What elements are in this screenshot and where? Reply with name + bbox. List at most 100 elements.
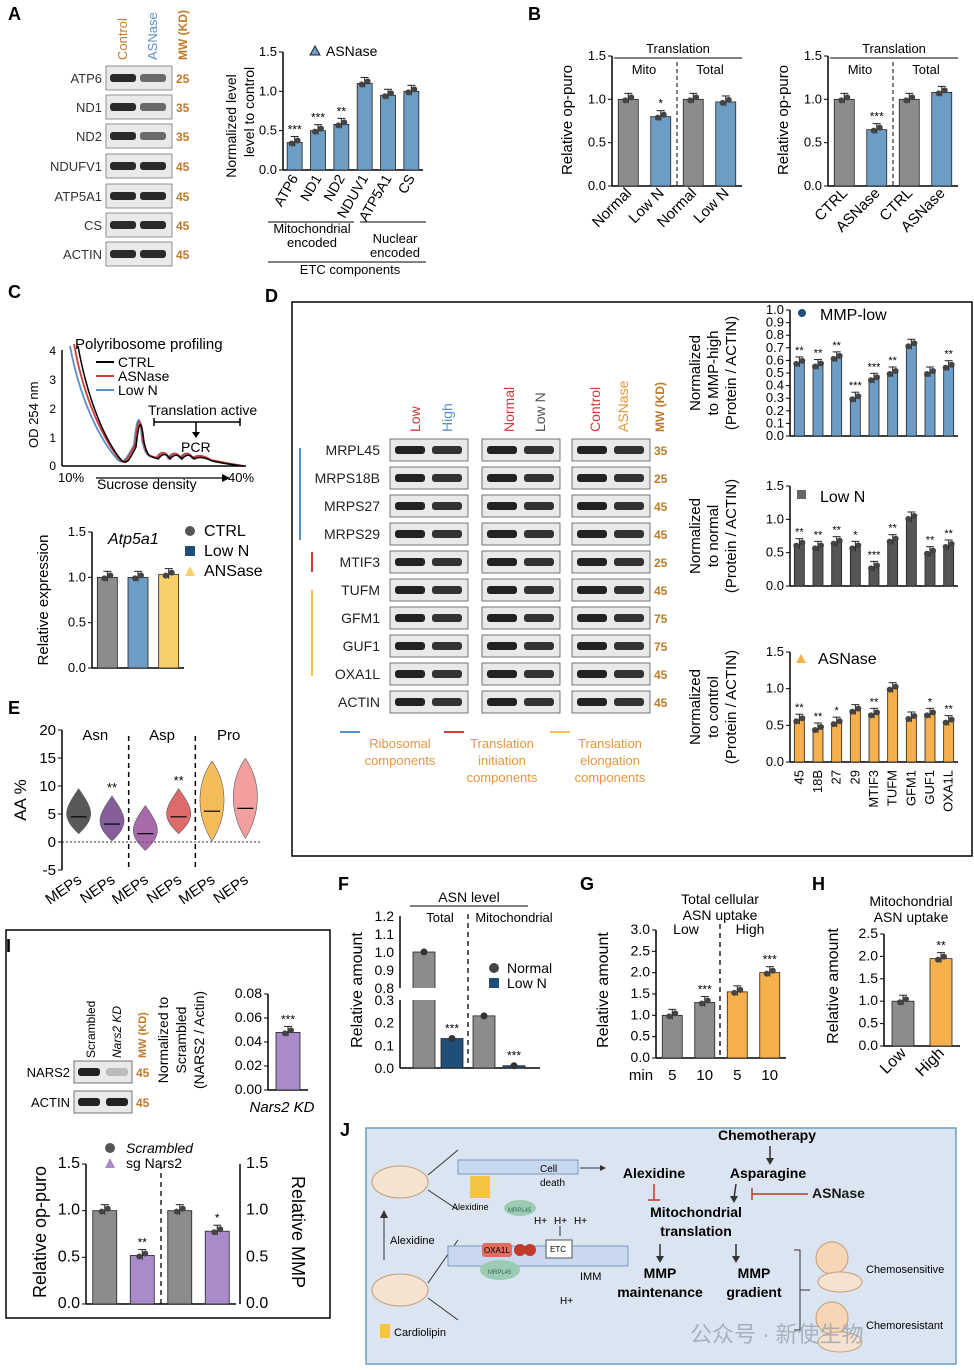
x-tick-label: GFM1 — [903, 770, 918, 806]
blot-band — [140, 250, 166, 258]
blot-band — [524, 614, 554, 622]
panel-label-h: H — [812, 874, 825, 894]
c2-legend: Low N — [204, 543, 249, 560]
band-label-nd1: ND1 — [76, 100, 102, 115]
y-tick-label: 0.5 — [58, 1248, 80, 1265]
b-sub-total: Total — [696, 62, 724, 77]
blot-band — [614, 698, 644, 706]
d-ylabel: to control — [705, 676, 722, 738]
blot-band — [577, 502, 607, 510]
significance-label: ** — [814, 347, 823, 359]
data-point — [924, 712, 930, 719]
legend-marker — [797, 490, 806, 499]
significance-label: ** — [814, 711, 823, 723]
a-group-mito-2: encoded — [287, 235, 337, 250]
bar — [694, 1002, 716, 1059]
data-point — [897, 999, 903, 1006]
panel-c-profile: 4 3 2 1 0 OD 254 nm Polyribosome profili… — [26, 336, 257, 492]
x-tick-label: 10 — [761, 1067, 778, 1084]
j-mito: Mitochondrial — [650, 1204, 742, 1220]
blot-band — [614, 558, 644, 566]
data-point — [793, 542, 800, 549]
i1-ylabel: (NARS2 / Actin) — [191, 991, 207, 1089]
blot-band — [577, 446, 607, 454]
blot-lane-box — [571, 550, 651, 574]
y-tick-label: 0.06 — [235, 1009, 262, 1025]
panel-g-chart: 0.0 0.5 1.0 1.5 2.0 2.5 3.0 *** *** Relative amou… — [595, 891, 786, 1084]
bar — [943, 721, 955, 763]
y-tick-label: 0.0 — [804, 178, 822, 193]
data-point — [138, 572, 144, 579]
y-tick-label: 1.5 — [58, 1155, 80, 1172]
blot-band — [432, 642, 462, 650]
data-point — [622, 97, 629, 104]
y-tick-label: 5 — [48, 806, 56, 823]
x-tick-label: 5 — [733, 1067, 741, 1084]
c2-legend: ANSase — [204, 563, 263, 580]
data-point — [698, 1000, 705, 1007]
d-cat-init-sub: initiation — [478, 753, 526, 768]
significance-label: * — [658, 97, 663, 111]
data-point — [924, 550, 930, 557]
y-tick-label: 1.0 — [859, 992, 879, 1008]
bar — [333, 123, 350, 171]
blot-band — [432, 446, 462, 454]
data-point — [282, 1030, 288, 1037]
bar — [868, 378, 880, 437]
b-sub-mito: Mito — [632, 62, 657, 77]
panel-c-chart: 0.0 0.5 1.0 1.5 Relative expression Atp5a1 CTR… — [35, 523, 263, 675]
panel-d-chart-3: 0.0 0.5 1.0 1.5 ** 45 ** 18B * 27 29 ** MTIF3 TUFM GFM… — [687, 644, 958, 812]
blot-band — [110, 250, 136, 258]
i1-xlabel: Nars2 KD — [249, 1099, 314, 1116]
blot-band — [110, 132, 136, 140]
f-sub-total: Total — [426, 910, 454, 925]
bar — [891, 1000, 915, 1047]
data-point — [941, 87, 948, 94]
band-label-guf1: GUF1 — [343, 638, 381, 654]
j-mrpl-bottom: MRPL45 — [488, 1270, 512, 1276]
y-tick-label: 1.5 — [766, 478, 784, 493]
y-tick-label: 0.5 — [631, 1028, 651, 1044]
g-ylabel: Relative amount — [595, 932, 612, 1048]
e-group-label: Pro — [217, 727, 240, 744]
h-title-1: Mitochondrial — [869, 893, 952, 909]
bar — [650, 116, 672, 187]
data-point — [510, 1062, 518, 1070]
significance-label: ** — [337, 104, 347, 118]
bar — [793, 544, 805, 587]
d-group-control: Control — [587, 387, 603, 432]
blot-lane-box — [481, 494, 561, 518]
y-tick-label: 10 — [39, 778, 56, 795]
y-tick-label: 0.8 — [375, 980, 395, 996]
data-point — [719, 99, 726, 106]
blot-band — [487, 698, 517, 706]
y-tick-label: 1.5 — [766, 644, 784, 659]
data-point — [830, 540, 837, 547]
h-title-2: ASN uptake — [874, 909, 949, 925]
data-point — [892, 535, 899, 542]
bar — [127, 576, 149, 669]
blot-lane-box — [389, 690, 469, 714]
y-tick-label: 1.0 — [588, 91, 606, 106]
j-mmp1: MMP — [644, 1265, 677, 1281]
bar — [403, 90, 420, 171]
data-point — [911, 713, 918, 719]
svg-text:2: 2 — [49, 402, 56, 416]
data-point — [876, 124, 883, 131]
blot-band — [614, 642, 644, 650]
y-tick-label: 1.5 — [804, 48, 822, 63]
x-tick-label: 45 — [791, 770, 806, 784]
x-tick-label: High — [913, 1045, 948, 1080]
band-label-nars2: NARS2 — [27, 1065, 70, 1080]
data-point — [886, 686, 893, 693]
j-asnase: ASNase — [812, 1185, 865, 1201]
significance-label: ** — [888, 523, 897, 535]
panel-h-chart: 0.0 0.5 1.0 1.5 2.0 2.5 Low ** High Relative amou… — [825, 893, 960, 1080]
j-mmp2: MMP — [738, 1265, 771, 1281]
y-tick-label: 20 — [39, 722, 56, 739]
blot-band — [432, 530, 462, 538]
data-point — [318, 125, 324, 132]
panel-a-blot: Control ASNase MW (KD) ATP6 25 ND1 35 ND2 35 N… — [50, 10, 190, 267]
x-tick-label: NEPs — [210, 871, 251, 907]
bar — [924, 372, 936, 437]
